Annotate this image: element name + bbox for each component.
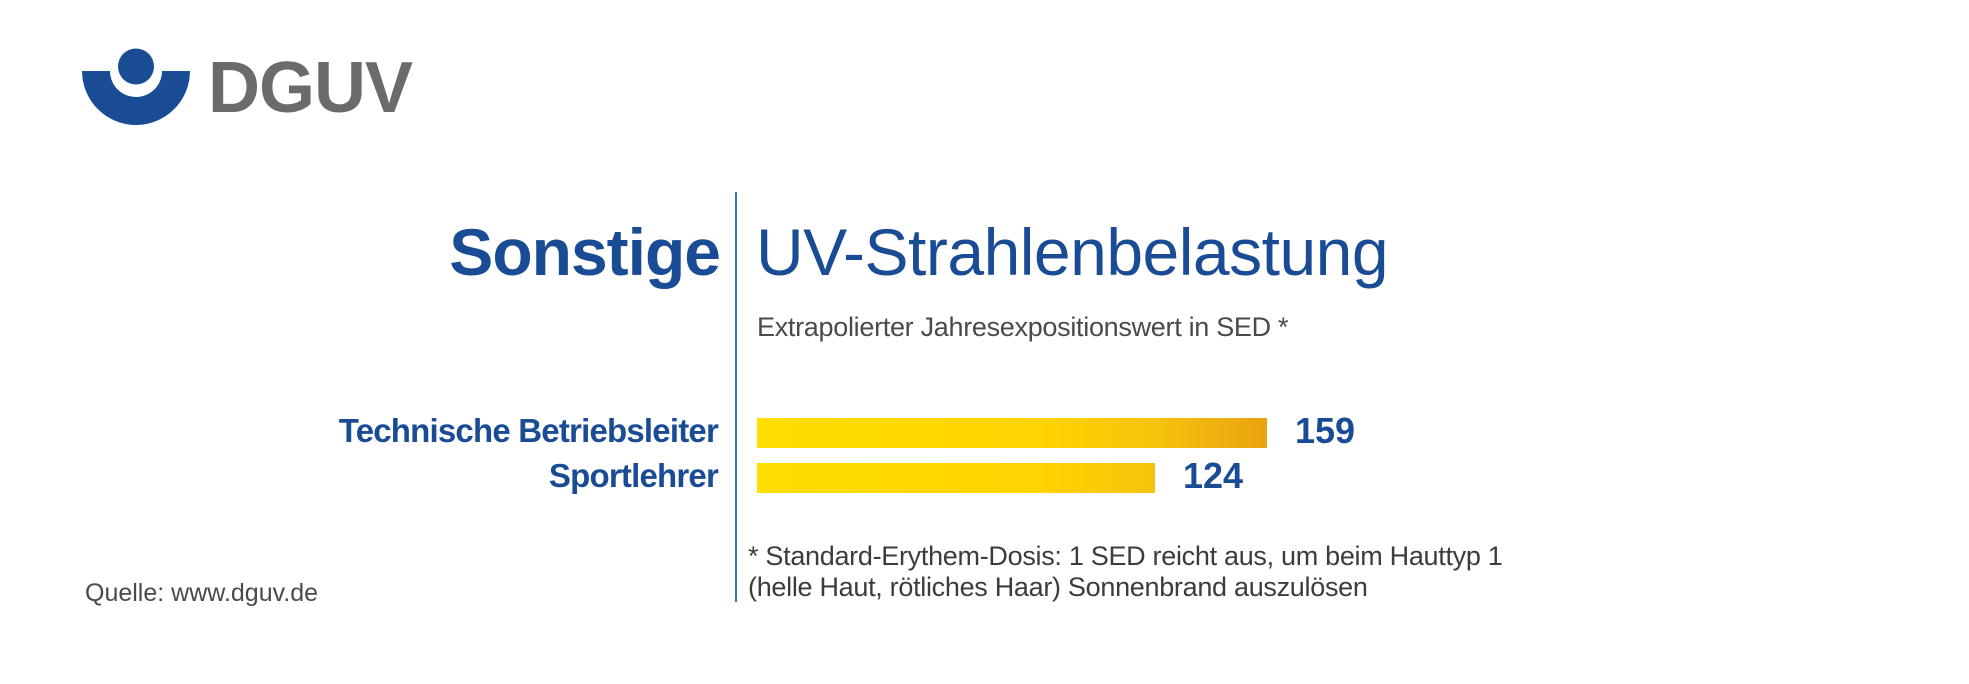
source-credit: Quelle: www.dguv.de <box>85 579 318 607</box>
bar-value-technische-betriebsleiter: 159 <box>1295 410 1356 451</box>
page-title: UV-Strahlenbelastung <box>756 215 1389 289</box>
footnote-line-1: * Standard-Erythem-Dosis: 1 SED reicht a… <box>748 541 1503 571</box>
dguv-wordmark: DGUV <box>208 48 413 128</box>
bar-sportlehrer <box>757 463 1155 493</box>
divider-line <box>735 192 737 602</box>
bar-label-technische-betriebsleiter: Technische Betriebsleiter <box>338 412 719 449</box>
category-title: Sonstige <box>449 215 721 289</box>
dguv-logo-icon <box>82 48 190 125</box>
bar-value-sportlehrer: 124 <box>1183 455 1244 496</box>
footnote: * Standard-Erythem-Dosis: 1 SED reicht a… <box>748 541 1503 603</box>
chart-subtitle: Extrapolierter Jahresexpositionswert in … <box>757 312 1289 342</box>
bar-label-sportlehrer: Sportlehrer <box>548 457 719 494</box>
bar-technische-betriebsleiter <box>757 418 1267 448</box>
footnote-line-2: (helle Haut, rötliches Haar) Sonnenbrand… <box>748 572 1368 602</box>
